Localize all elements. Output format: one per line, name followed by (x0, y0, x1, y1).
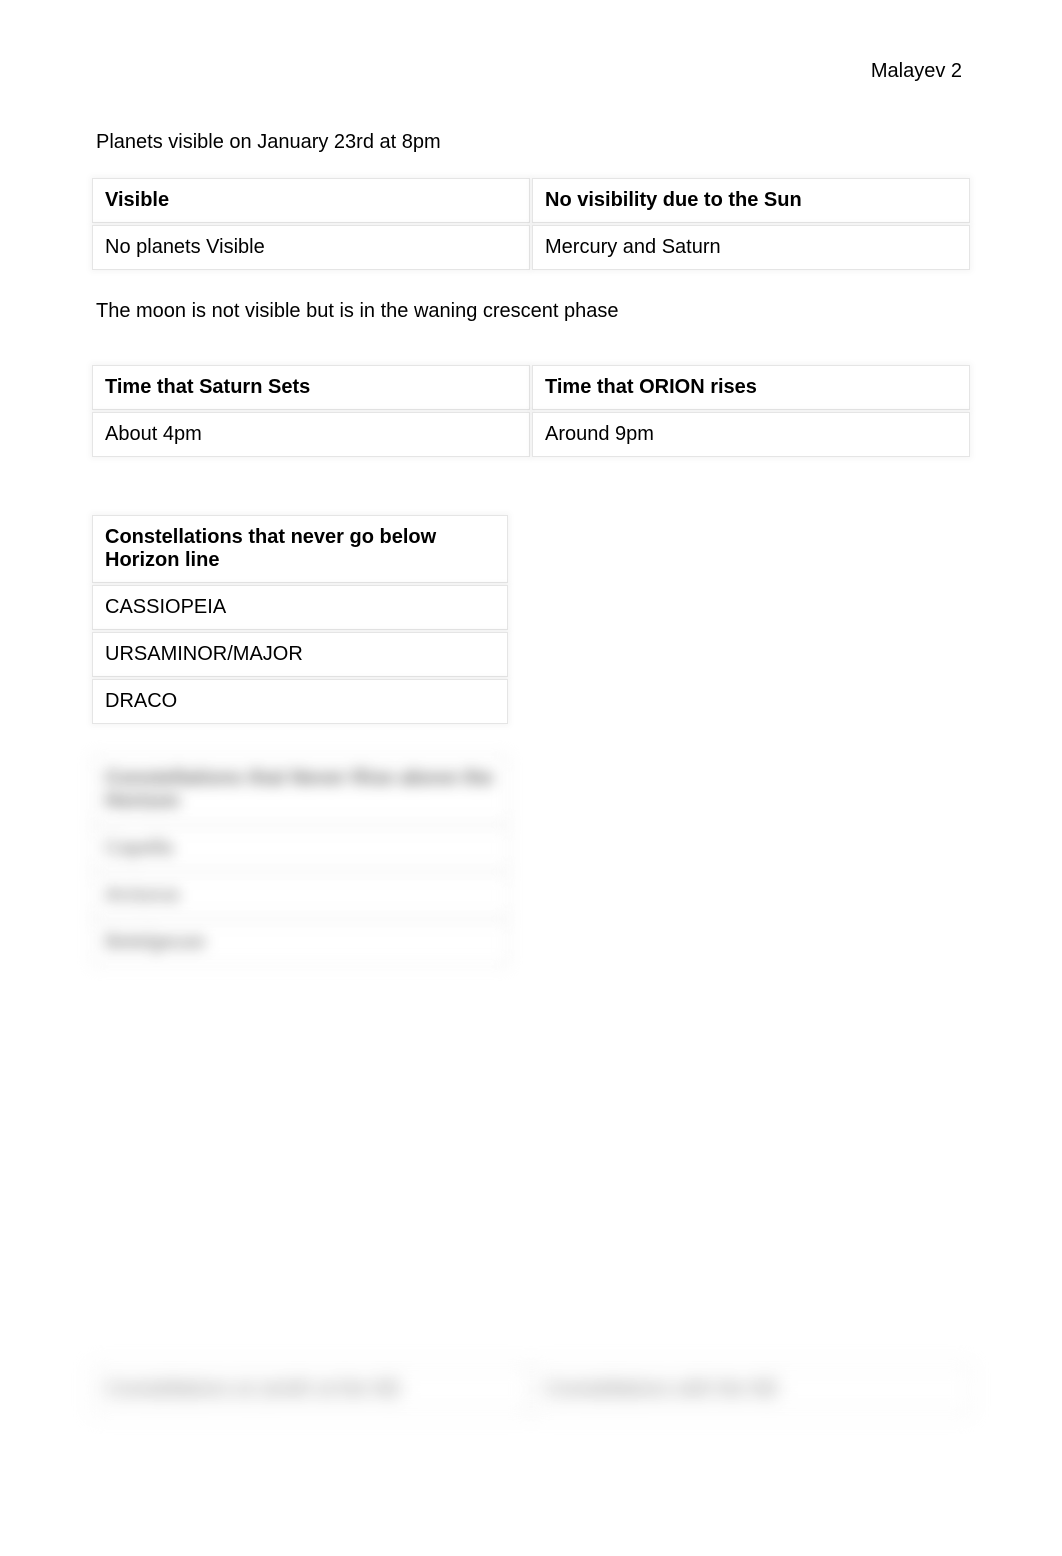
table-row: Arcturus (92, 873, 508, 918)
table-row: About 4pm Around 9pm (92, 412, 970, 457)
table-circumpolar: Constellations that never go below Horiz… (90, 513, 510, 726)
cell-blurred: Arcturus (92, 873, 508, 918)
bottom-blurred-table: Constellations at zenith at the NE Const… (90, 1363, 972, 1416)
cell-blurred: Betelgeuse (92, 920, 508, 965)
col-header-saturn-sets: Time that Saturn Sets (92, 365, 530, 410)
table-header-row: Constellations at zenith at the NE Const… (92, 1365, 970, 1414)
spacer (90, 345, 972, 363)
cell-saturn-set-time: About 4pm (92, 412, 530, 457)
cell-blurred: Capella (92, 826, 508, 871)
col-header-no-visibility: No visibility due to the Sun (532, 178, 970, 223)
table-row: DRACO (92, 679, 508, 724)
table-visibility: Visible No visibility due to the Sun No … (90, 176, 972, 272)
col-header-constellations-never-below: Constellations that never go below Horiz… (92, 515, 508, 583)
col-header-blurred-left: Constellations at zenith at the NE (92, 1365, 530, 1414)
caption-moon-phase: The moon is not visible but is in the wa… (96, 300, 972, 323)
col-header-blurred-right: Constellations with the NE (532, 1365, 970, 1414)
spacer (90, 487, 972, 513)
never-rise-constellations-table: Constellations that Never Rise above the… (90, 754, 510, 967)
table-header-row: Constellations that never go below Horiz… (92, 515, 508, 583)
cell-visible-planets: No planets Visible (92, 225, 530, 270)
circumpolar-constellations-table: Constellations that never go below Horiz… (90, 513, 510, 726)
times-table: Time that Saturn Sets Time that ORION ri… (90, 363, 972, 459)
table-row: No planets Visible Mercury and Saturn (92, 225, 970, 270)
table-times: Time that Saturn Sets Time that ORION ri… (90, 363, 972, 459)
cell-orion-rise-time: Around 9pm (532, 412, 970, 457)
table-header-row: Constellations that Never Rise above the… (92, 756, 508, 824)
cell-constellation: URSAMINOR/MAJOR (92, 632, 508, 677)
document-page: Malayev 2 Planets visible on January 23r… (0, 0, 1062, 1556)
blurred-bottom-headers: Constellations at zenith at the NE Const… (90, 1363, 972, 1416)
blurred-table-never-rise: Constellations that Never Rise above the… (90, 754, 972, 967)
col-header-orion-rises: Time that ORION rises (532, 365, 970, 410)
table-row: CASSIOPEIA (92, 585, 508, 630)
table-row: Capella (92, 826, 508, 871)
table-never-rise: Constellations that Never Rise above the… (90, 754, 510, 967)
col-header-visible: Visible (92, 178, 530, 223)
table-row: URSAMINOR/MAJOR (92, 632, 508, 677)
table-header-row: Time that Saturn Sets Time that ORION ri… (92, 365, 970, 410)
col-header-constellations-never-rise: Constellations that Never Rise above the… (92, 756, 508, 824)
visibility-table: Visible No visibility due to the Sun No … (90, 176, 972, 272)
cell-constellation: CASSIOPEIA (92, 585, 508, 630)
cell-invisible-planets: Mercury and Saturn (532, 225, 970, 270)
table-row: Betelgeuse (92, 920, 508, 965)
caption-planets-visible: Planets visible on January 23rd at 8pm (96, 131, 972, 154)
table-header-row: Visible No visibility due to the Sun (92, 178, 970, 223)
cell-constellation: DRACO (92, 679, 508, 724)
page-header-name: Malayev 2 (90, 60, 972, 83)
